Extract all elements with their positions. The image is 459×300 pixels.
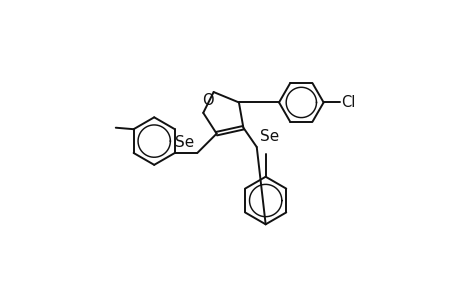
Text: Cl: Cl (341, 95, 355, 110)
Text: Se: Se (175, 135, 194, 150)
Text: Se: Se (259, 129, 278, 144)
Text: O: O (202, 93, 213, 108)
